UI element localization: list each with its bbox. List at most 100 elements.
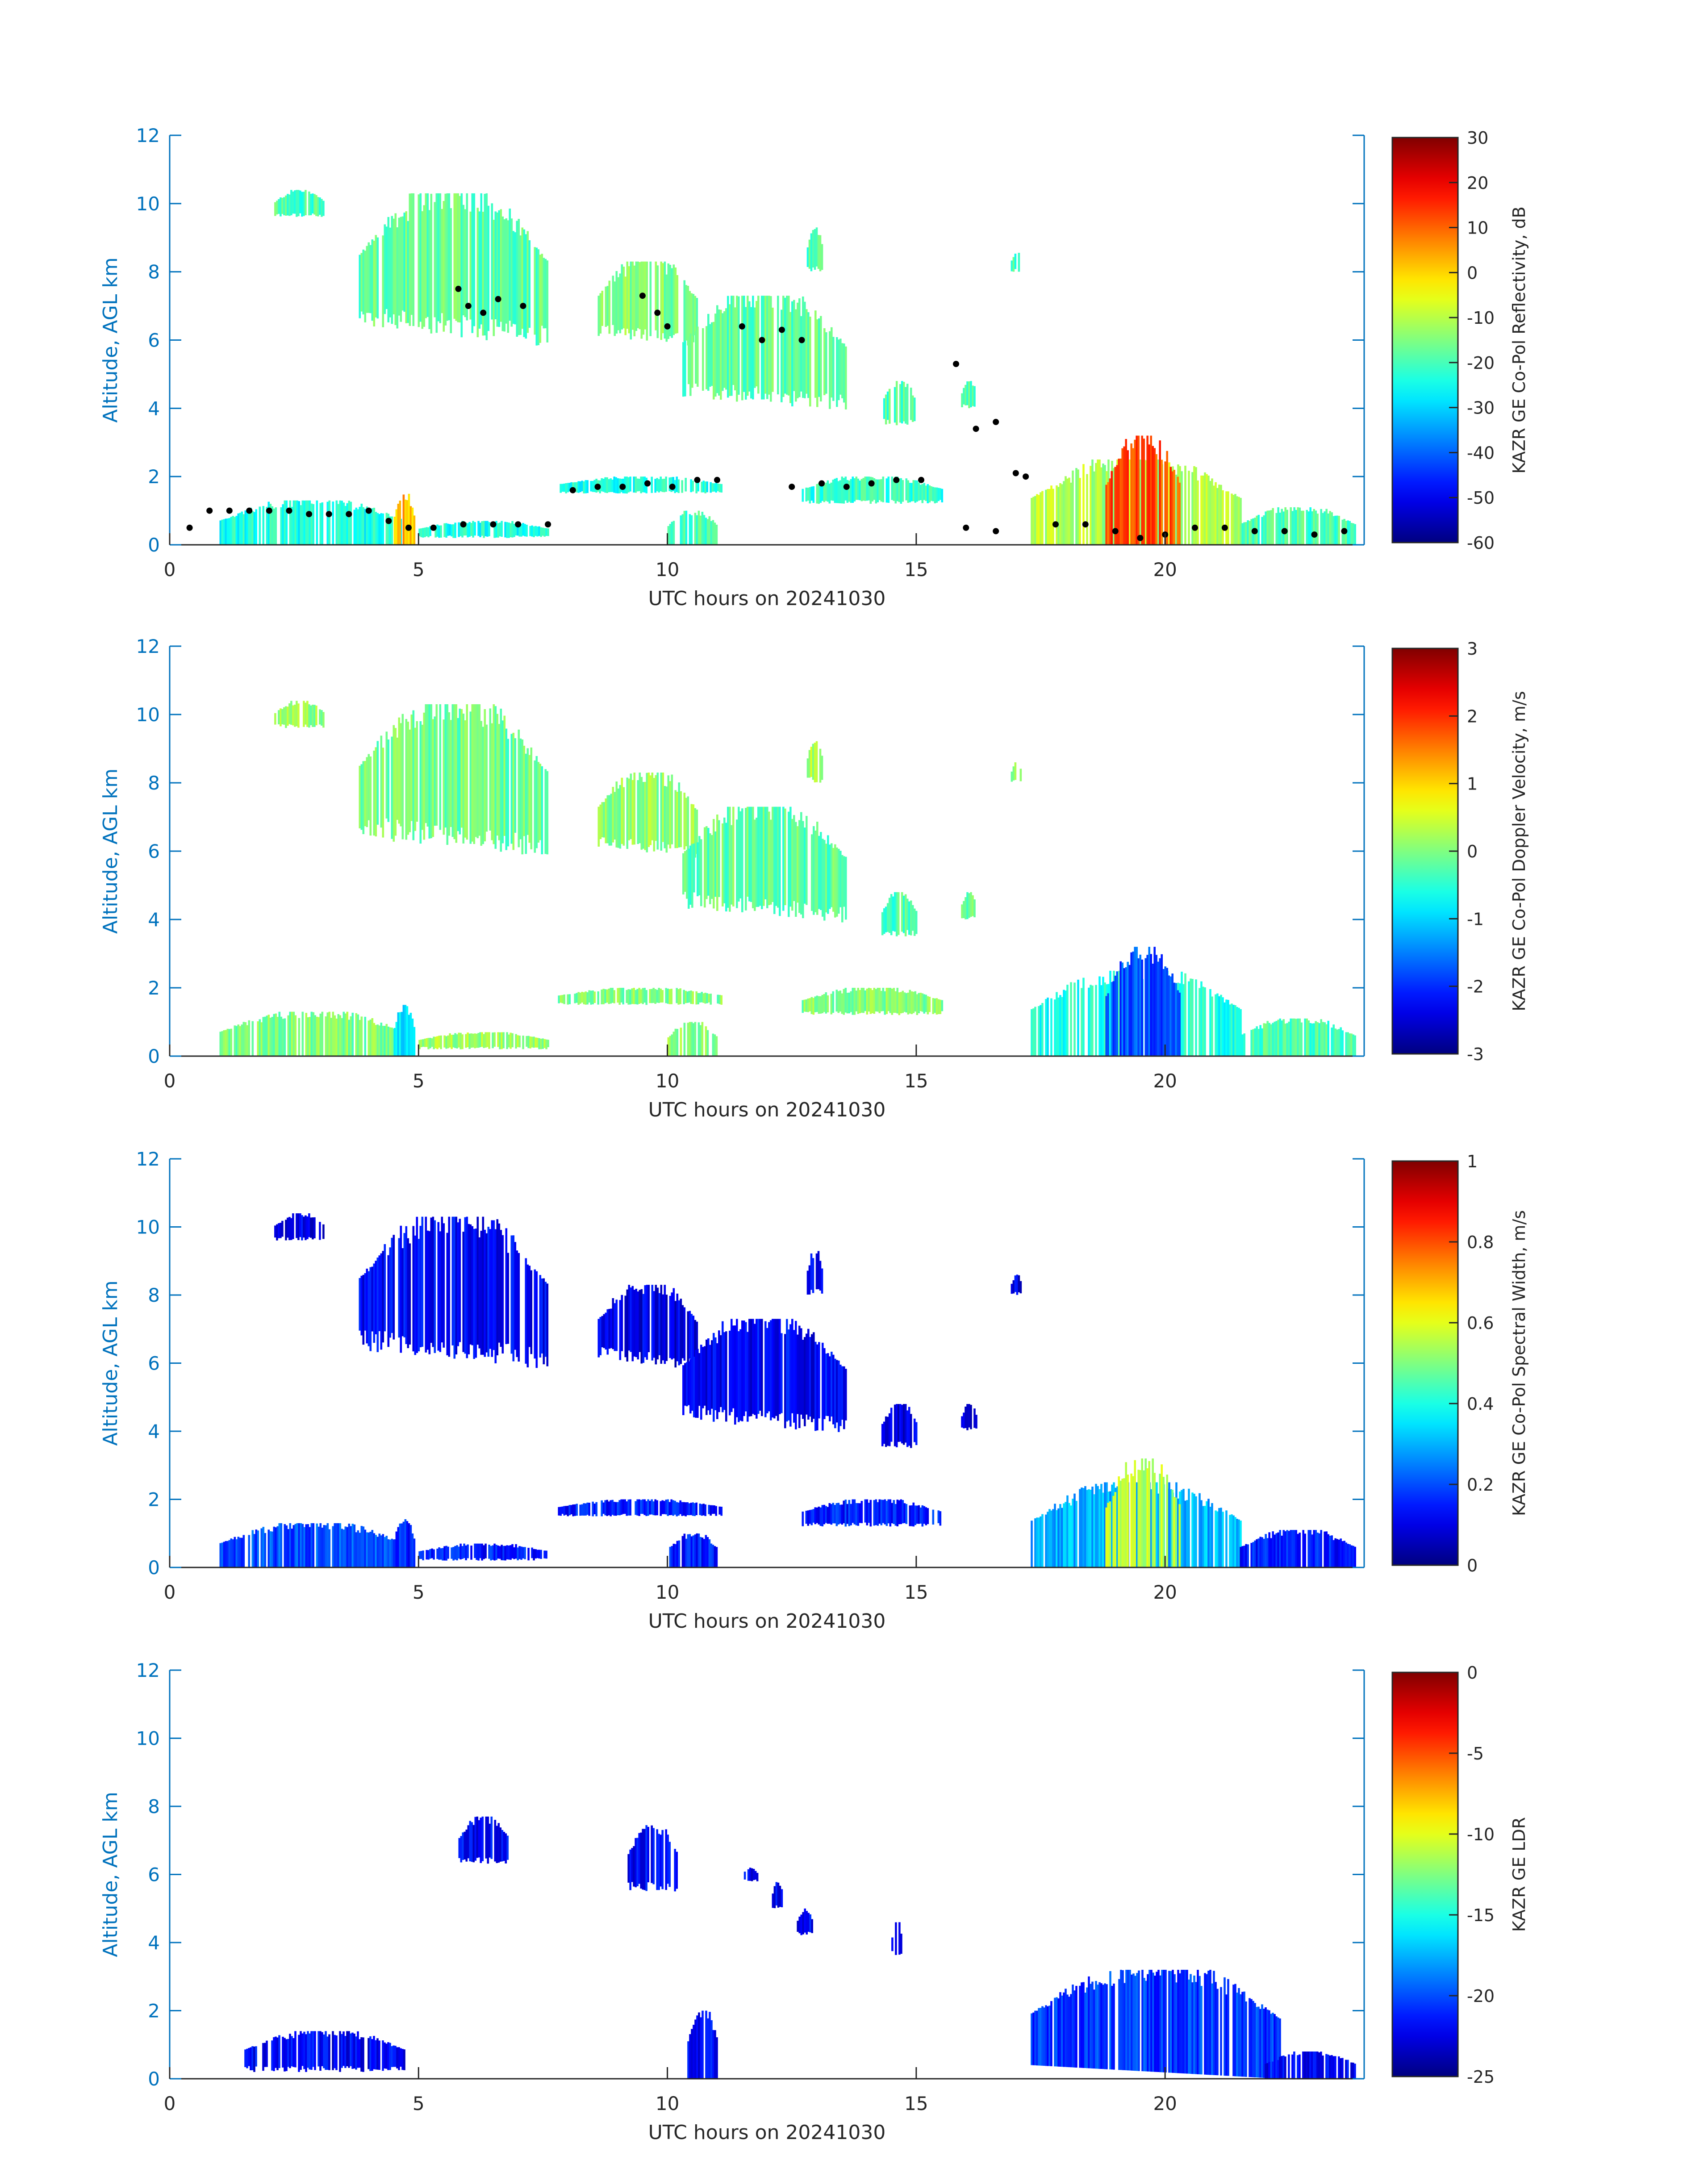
- echo-column: [382, 2040, 384, 2071]
- echo-column: [901, 892, 903, 932]
- echo-column: [802, 297, 804, 398]
- echo-column: [413, 1538, 416, 1567]
- echo-column: [266, 1015, 268, 1056]
- echo-column: [830, 482, 833, 501]
- echo-column: [619, 1300, 622, 1360]
- echo-column: [496, 212, 499, 327]
- echo-column: [921, 1505, 924, 1527]
- x-tick-label: 20: [1153, 1070, 1177, 1092]
- overlay-point: [1311, 531, 1318, 538]
- echo-column: [841, 1366, 844, 1420]
- echo-column: [237, 1537, 240, 1567]
- echo-column: [1227, 1000, 1229, 1056]
- echo-column: [1238, 497, 1240, 545]
- echo-column: [501, 521, 503, 537]
- echo-column: [973, 1408, 976, 1428]
- echo-column: [501, 216, 504, 331]
- echo-column: [310, 2031, 313, 2070]
- echo-column: [1134, 947, 1136, 1056]
- echo-column: [1034, 1007, 1036, 1056]
- echo-column: [1222, 997, 1224, 1056]
- echo-column: [1186, 1970, 1188, 2074]
- echo-column: [880, 1500, 883, 1525]
- echo-column: [605, 798, 607, 844]
- echo-column: [775, 806, 777, 906]
- echo-column: [393, 517, 396, 545]
- echo-column: [480, 1231, 483, 1355]
- echo-column: [459, 708, 461, 835]
- echo-column: [1259, 1025, 1261, 1056]
- echo-column: [401, 216, 404, 311]
- echo-column: [897, 892, 900, 935]
- echo-column: [1272, 1531, 1274, 1567]
- echo-column: [438, 1036, 440, 1048]
- echo-column: [883, 1421, 885, 1444]
- echo-column: [1266, 1538, 1269, 1567]
- echo-column: [1123, 446, 1125, 545]
- echo-column: [401, 1248, 404, 1337]
- echo-column: [1144, 958, 1147, 1056]
- echo-column: [773, 1886, 776, 1908]
- echo-column: [1102, 1492, 1104, 1567]
- echo-column: [400, 217, 402, 322]
- echo-column: [315, 195, 317, 216]
- echo-column: [894, 892, 896, 932]
- echo-column: [732, 296, 735, 385]
- echo-column: [688, 1503, 690, 1516]
- echo-column: [1313, 1530, 1315, 1567]
- echo-column: [1059, 1992, 1061, 2067]
- overlay-point: [694, 476, 701, 483]
- echo-column: [1266, 2063, 1269, 2079]
- echo-column: [672, 1543, 675, 1567]
- echo-column: [321, 502, 324, 545]
- echo-column: [704, 1346, 706, 1406]
- echo-column: [505, 218, 508, 324]
- echo-column: [736, 819, 738, 908]
- echo-column: [350, 2033, 352, 2066]
- echo-column: [674, 267, 677, 334]
- echo-column: [520, 1546, 522, 1560]
- echo-column: [355, 507, 358, 545]
- echo-column: [928, 485, 931, 503]
- echo-column: [859, 481, 861, 501]
- echo-column: [896, 476, 899, 501]
- echo-column: [626, 1501, 628, 1516]
- echo-column: [468, 1224, 470, 1354]
- echo-column: [802, 1340, 804, 1419]
- echo-column: [1347, 520, 1349, 545]
- echo-column: [437, 1222, 440, 1351]
- echo-column: [1052, 1509, 1054, 1567]
- echo-column: [357, 1530, 359, 1567]
- echo-column: [525, 234, 527, 339]
- echo-column: [490, 1546, 492, 1561]
- echo-column: [825, 1354, 827, 1416]
- echo-column: [770, 1320, 772, 1421]
- echo-column: [1095, 1981, 1097, 2069]
- echo-column: [1336, 515, 1338, 545]
- echo-column: [1297, 507, 1299, 545]
- echo-column: [539, 1275, 542, 1358]
- echo-column: [687, 286, 689, 346]
- y-tick-label: 10: [136, 1216, 160, 1238]
- colorbar-tick-label: -20: [1467, 353, 1495, 373]
- echo-column: [626, 777, 629, 849]
- echo-column: [822, 839, 824, 917]
- echo-column: [524, 1547, 526, 1559]
- overlay-point: [953, 361, 959, 367]
- echo-column: [337, 1014, 340, 1056]
- echo-column: [624, 1499, 626, 1514]
- echo-column: [739, 811, 742, 898]
- echo-column: [284, 1018, 286, 1056]
- echo-column: [830, 1504, 833, 1525]
- echo-column: [538, 526, 540, 536]
- echo-column: [832, 1354, 835, 1425]
- echo-column: [723, 311, 726, 388]
- echo-column: [401, 1011, 403, 1056]
- echo-column: [699, 1504, 701, 1515]
- echo-column: [1050, 1510, 1052, 1567]
- echo-column: [287, 1217, 289, 1238]
- echo-column: [1318, 2052, 1320, 2079]
- echo-column: [428, 210, 431, 329]
- echo-column: [483, 1034, 485, 1048]
- echo-column: [253, 2046, 255, 2072]
